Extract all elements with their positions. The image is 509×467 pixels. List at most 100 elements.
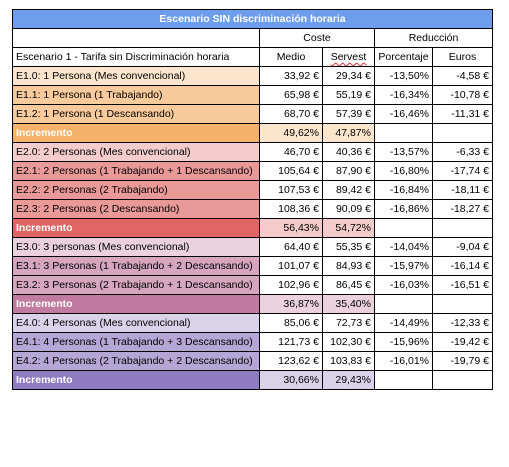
row-label: Incremento: [12, 294, 260, 314]
coste-header: Coste: [259, 28, 375, 48]
medio-cell: 36,87%: [259, 294, 323, 314]
table-row: E1.2: 1 Persona (1 Descansando) 68,70 €57…: [12, 104, 493, 124]
medio-cell: 65,98 €: [259, 85, 323, 105]
table-row: E2.2: 2 Personas (2 Trabajando) 107,53 €8…: [12, 180, 493, 200]
medio-cell: 49,62%: [259, 123, 323, 143]
porcentaje-cell: [374, 294, 433, 314]
servest-cell: 84,93 €: [322, 256, 375, 276]
servest-header: Servest: [322, 47, 375, 67]
column-header-row: Escenario 1 - Tarifa sin Discriminación …: [12, 47, 493, 67]
row-label: E2.3: 2 Personas (2 Descansando): [12, 199, 260, 219]
euros-cell: -11,31 €: [432, 104, 493, 124]
table-row: E4.2: 4 Personas (2 Trabajando + 2 Desca…: [12, 351, 493, 371]
row-label: E2.0: 2 Personas (Mes convencional): [12, 142, 260, 162]
euros-cell: -18,11 €: [432, 180, 493, 200]
row-label: E3.1: 3 Personas (1 Trabajando + 2 Desca…: [12, 256, 260, 276]
euros-cell: -10,78 €: [432, 85, 493, 105]
medio-cell: 105,64 €: [259, 161, 323, 181]
porcentaje-cell: -14,04%: [374, 237, 433, 257]
euros-cell: -4,58 €: [432, 66, 493, 86]
table-row: E3.1: 3 Personas (1 Trabajando + 2 Desca…: [12, 256, 493, 276]
euros-cell: -18,27 €: [432, 199, 493, 219]
porcentaje-cell: -13,57%: [374, 142, 433, 162]
medio-cell: 123,62 €: [259, 351, 323, 371]
increment-row: Incremento 56,43% 54,72%: [12, 218, 493, 238]
row-label: Incremento: [12, 123, 260, 143]
servest-cell: 29,34 €: [322, 66, 375, 86]
table-row: E1.0: 1 Persona (Mes convencional) 33,92 …: [12, 66, 493, 86]
euros-header: Euros: [432, 47, 493, 67]
medio-cell: 85,06 €: [259, 313, 323, 333]
porcentaje-cell: -16,80%: [374, 161, 433, 181]
table-row: E2.3: 2 Personas (2 Descansando) 108,36 €…: [12, 199, 493, 219]
medio-cell: 30,66%: [259, 370, 323, 390]
euros-cell: -19,42 €: [432, 332, 493, 352]
table-title: Escenario SIN discriminación horaria: [12, 9, 493, 29]
medio-cell: 108,36 €: [259, 199, 323, 219]
euros-cell: [432, 294, 493, 314]
empty-header-cell: [12, 28, 260, 48]
medio-cell: 102,96 €: [259, 275, 323, 295]
servest-header-text: Servest: [330, 51, 367, 63]
servest-cell: 86,45 €: [322, 275, 375, 295]
servest-cell: 90,09 €: [322, 199, 375, 219]
table-row: E2.0: 2 Personas (Mes convencional) 46,70…: [12, 142, 493, 162]
scenario-table: Escenario SIN discriminación horaria Cos…: [12, 9, 493, 390]
porcentaje-cell: -16,84%: [374, 180, 433, 200]
row-label: E2.2: 2 Personas (2 Trabajando): [12, 180, 260, 200]
medio-cell: 68,70 €: [259, 104, 323, 124]
spreadsheet-table-container: Escenario SIN discriminación horaria Cos…: [12, 9, 493, 390]
porcentaje-cell: -15,96%: [374, 332, 433, 352]
row-label: E4.0: 4 Personas (Mes convencional): [12, 313, 260, 333]
medio-cell: 64,40 €: [259, 237, 323, 257]
row-label: E4.2: 4 Personas (2 Trabajando + 2 Desca…: [12, 351, 260, 371]
porcentaje-cell: -13,50%: [374, 66, 433, 86]
porcentaje-cell: -14,49%: [374, 313, 433, 333]
porcentaje-cell: [374, 370, 433, 390]
porcentaje-cell: -16,34%: [374, 85, 433, 105]
porcentaje-header: Porcentaje: [374, 47, 433, 67]
row-label: E1.1: 1 Persona (1 Trabajando): [12, 85, 260, 105]
medio-cell: 56,43%: [259, 218, 323, 238]
euros-cell: -16,51 €: [432, 275, 493, 295]
medio-cell: 107,53 €: [259, 180, 323, 200]
group-header-row: Coste Reducción: [12, 28, 493, 48]
servest-cell: 55,19 €: [322, 85, 375, 105]
porcentaje-cell: -16,46%: [374, 104, 433, 124]
medio-cell: 33,92 €: [259, 66, 323, 86]
euros-cell: [432, 218, 493, 238]
servest-cell: 87,90 €: [322, 161, 375, 181]
increment-row: Incremento 36,87% 35,40%: [12, 294, 493, 314]
row-label: E2.1: 2 Personas (1 Trabajando + 1 Desca…: [12, 161, 260, 181]
porcentaje-cell: -16,86%: [374, 199, 433, 219]
row-label: E4.1: 4 Personas (1 Trabajando + 3 Desca…: [12, 332, 260, 352]
increment-row: Incremento 30,66% 29,43%: [12, 370, 493, 390]
servest-cell: 35,40%: [322, 294, 375, 314]
porcentaje-cell: -15,97%: [374, 256, 433, 276]
row-label: E3.2: 3 Personas (2 Trabajando + 1 Desca…: [12, 275, 260, 295]
table-row: E2.1: 2 Personas (1 Trabajando + 1 Desca…: [12, 161, 493, 181]
servest-cell: 103,83 €: [322, 351, 375, 371]
row-label: E3.0: 3 personas (Mes convencional): [12, 237, 260, 257]
medio-cell: 121,73 €: [259, 332, 323, 352]
medio-header: Medio: [259, 47, 323, 67]
increment-row: Incremento 49,62% 47,87%: [12, 123, 493, 143]
porcentaje-cell: [374, 123, 433, 143]
table-body: Escenario SIN discriminación horaria Cos…: [12, 9, 493, 390]
servest-cell: 40,36 €: [322, 142, 375, 162]
table-row: E3.2: 3 Personas (2 Trabajando + 1 Desca…: [12, 275, 493, 295]
row-label: E1.0: 1 Persona (Mes convencional): [12, 66, 260, 86]
porcentaje-cell: -16,01%: [374, 351, 433, 371]
servest-cell: 72,73 €: [322, 313, 375, 333]
euros-cell: [432, 123, 493, 143]
servest-cell: 102,30 €: [322, 332, 375, 352]
servest-cell: 89,42 €: [322, 180, 375, 200]
title-row: Escenario SIN discriminación horaria: [12, 9, 493, 29]
table-row: E4.1: 4 Personas (1 Trabajando + 3 Desca…: [12, 332, 493, 352]
porcentaje-cell: -16,03%: [374, 275, 433, 295]
table-row: E1.1: 1 Persona (1 Trabajando) 65,98 €55,…: [12, 85, 493, 105]
servest-cell: 29,43%: [322, 370, 375, 390]
scenario-label-header: Escenario 1 - Tarifa sin Discriminación …: [12, 47, 260, 67]
porcentaje-cell: [374, 218, 433, 238]
row-label: E1.2: 1 Persona (1 Descansando): [12, 104, 260, 124]
